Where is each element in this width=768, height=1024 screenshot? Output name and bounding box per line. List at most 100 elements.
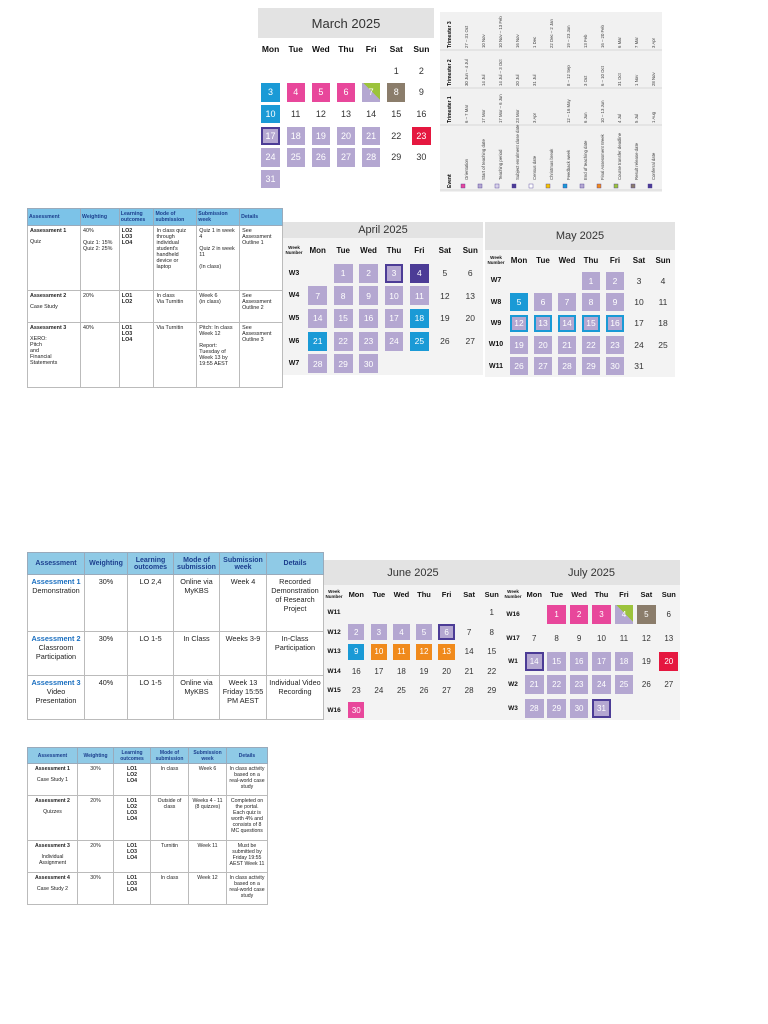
table-cell: Weeks 4 - 11 (8 quizzes) <box>188 794 227 842</box>
week-label: W1 <box>508 657 518 665</box>
header-cell: Mode of submission <box>153 208 198 226</box>
day: 13 <box>438 643 455 660</box>
header-cell: Learning outcomes <box>118 208 155 226</box>
event-name: Start of teaching date <box>481 139 486 180</box>
day: 13 <box>534 314 552 333</box>
day: 25 <box>409 331 429 351</box>
week-label: W4 <box>288 292 300 300</box>
day-header: Wed <box>393 589 410 599</box>
day: 27 <box>336 148 356 167</box>
row-header: Event <box>447 174 453 188</box>
week-label: W5 <box>288 314 300 322</box>
table-cell: 40% <box>80 321 120 389</box>
table-cell: See Assessment Outline 2 <box>239 289 283 323</box>
calendar-title: April 2025 <box>283 222 483 238</box>
table-cell: In-Class Participation <box>266 630 324 676</box>
header-cell: Details <box>226 747 268 764</box>
day-header: Sat <box>632 255 646 265</box>
assessment-cell: Assessment 1 Case Study 1 <box>27 763 78 796</box>
day: 5 <box>636 605 656 625</box>
calendar: May 2025 Week Number W7 W8 W9 W10 W11 Mon Tue Wed… <box>485 222 675 377</box>
table-cell: 30% <box>77 872 114 905</box>
day: 2 <box>418 65 424 76</box>
day: 12 <box>415 643 433 660</box>
table-cell: Outside of class <box>150 794 189 842</box>
day: 20 <box>442 666 452 676</box>
day: 29 <box>582 357 600 376</box>
day: 4 <box>660 275 666 286</box>
day: 19 <box>440 313 450 324</box>
header-cell: Learning outcomes <box>127 551 174 576</box>
row-header: Trimester 1 <box>447 96 453 123</box>
week-label: W7 <box>288 360 300 368</box>
table-cell: 30% <box>84 630 128 676</box>
table-cell: Via Turnitin <box>153 321 198 389</box>
calendar: June 2025 Week Number W11 W12 W13 W14 W15 W16 Mo… <box>323 560 503 720</box>
table-cell: 20% <box>77 794 114 842</box>
event-date: 6 – 10 Oct <box>600 65 605 86</box>
day: 15 <box>547 652 567 671</box>
day: 28 <box>524 698 544 718</box>
event-date: 3 Oct <box>583 75 588 86</box>
day: 14 <box>366 109 377 120</box>
day: 13 <box>664 633 674 643</box>
assessment-desc: Case Study 1 <box>36 777 69 784</box>
legend-swatch <box>613 183 619 189</box>
day: 3 <box>370 624 388 641</box>
day: 23 <box>569 675 589 695</box>
day: 28 <box>558 357 576 376</box>
event-date: 7 Mar <box>634 36 639 48</box>
day: 26 <box>419 686 429 696</box>
day: 3 <box>261 83 280 102</box>
day-header: Fri <box>365 44 377 54</box>
week-label: W14 <box>327 667 341 675</box>
table-cell: Weeks 3-9 <box>219 630 267 676</box>
day: 20 <box>465 313 475 324</box>
table-cell: 20% <box>77 840 114 874</box>
event-name: Teaching period <box>498 149 503 180</box>
legend-swatch <box>562 183 568 189</box>
calendar-title: June 2025 <box>323 560 503 585</box>
day: 14 <box>308 309 328 328</box>
table-cell: In class activity based on a real-world … <box>226 872 268 905</box>
header-cell: Weighting <box>80 208 120 226</box>
day: 14 <box>524 652 544 671</box>
assessment-cell: Assessment 3 Video Presentation <box>27 674 85 721</box>
assessment-name: Assessment 1 <box>35 766 70 772</box>
day: 13 <box>340 109 351 120</box>
table-cell: Week 13 Friday 15:55 PM AEST <box>219 674 267 721</box>
assessment-table: Assessment Weighting Learning outcomes Mode… <box>27 747 268 905</box>
day: 22 <box>547 675 567 695</box>
calendar: April 2025 Week Number W3 W4 W5 W6 W7 Mon Tue Wed… <box>283 222 483 375</box>
day: 26 <box>440 336 450 347</box>
day-header: Fri <box>619 589 629 599</box>
table-cell: In class <box>150 763 189 796</box>
row-header: Trimester 2 <box>447 59 453 86</box>
day: 25 <box>396 686 406 696</box>
calendar-title: May 2025 <box>485 222 675 250</box>
table-cell: Online via MyKBS <box>173 574 220 632</box>
week-label: W2 <box>508 681 518 689</box>
day: 24 <box>374 686 384 696</box>
day-header: Thu <box>583 255 599 265</box>
assessment-name: Assessment 3 <box>31 677 81 687</box>
day: 8 <box>489 627 494 637</box>
table-cell: In class quiz through individual student… <box>153 224 198 291</box>
week-label: W16 <box>506 611 520 619</box>
day: 8 <box>554 633 559 643</box>
day-header: Tue <box>336 245 350 255</box>
day: 3 <box>384 263 404 283</box>
assessment-cell: Assessment 1 Quiz <box>26 224 82 291</box>
day: 15 <box>333 309 353 328</box>
event-date: 12 – 16 May <box>566 99 571 123</box>
day: 17 <box>592 652 611 671</box>
day: 20 <box>659 652 679 671</box>
day-header: Wed <box>311 44 330 54</box>
day: 20 <box>336 126 356 145</box>
day: 29 <box>487 686 497 696</box>
event-date: 20 Jul <box>515 74 520 86</box>
week-label: W17 <box>506 634 520 642</box>
day: 17 <box>384 309 404 328</box>
header-row: Assessment Weighting Learning outcomes Mode… <box>27 551 324 576</box>
day: 10 <box>261 105 280 124</box>
